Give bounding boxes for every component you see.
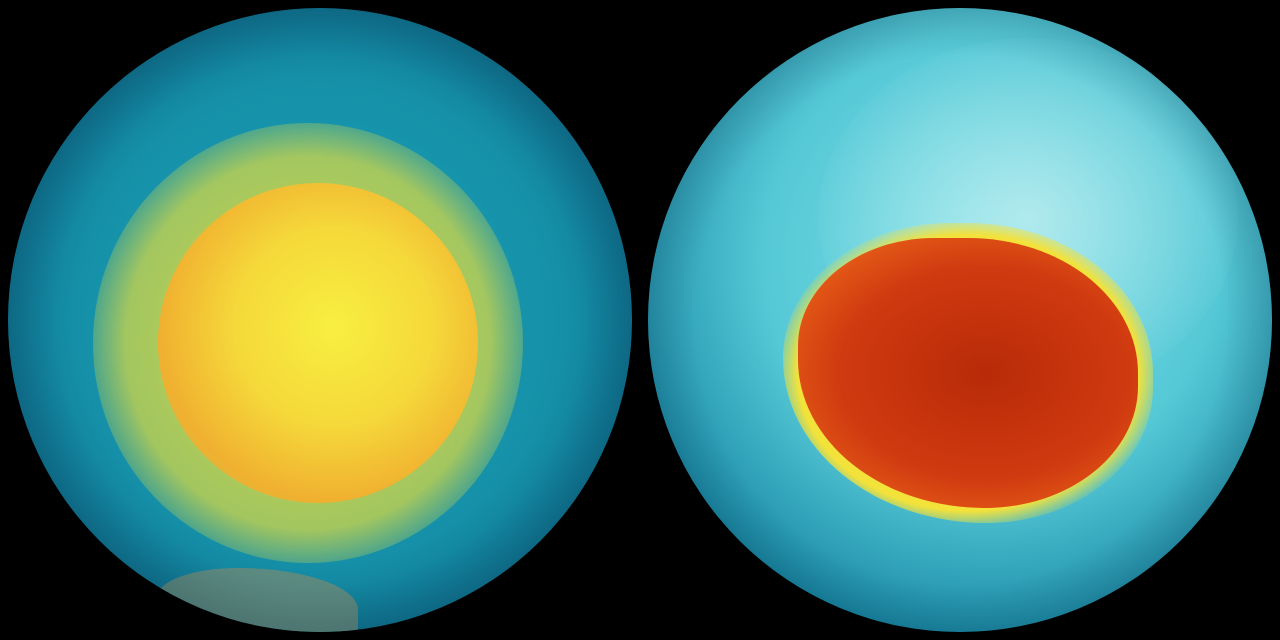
right-globe (648, 8, 1272, 632)
left-globe (8, 8, 632, 632)
globe-shading (8, 8, 632, 632)
globe-shading (648, 8, 1272, 632)
